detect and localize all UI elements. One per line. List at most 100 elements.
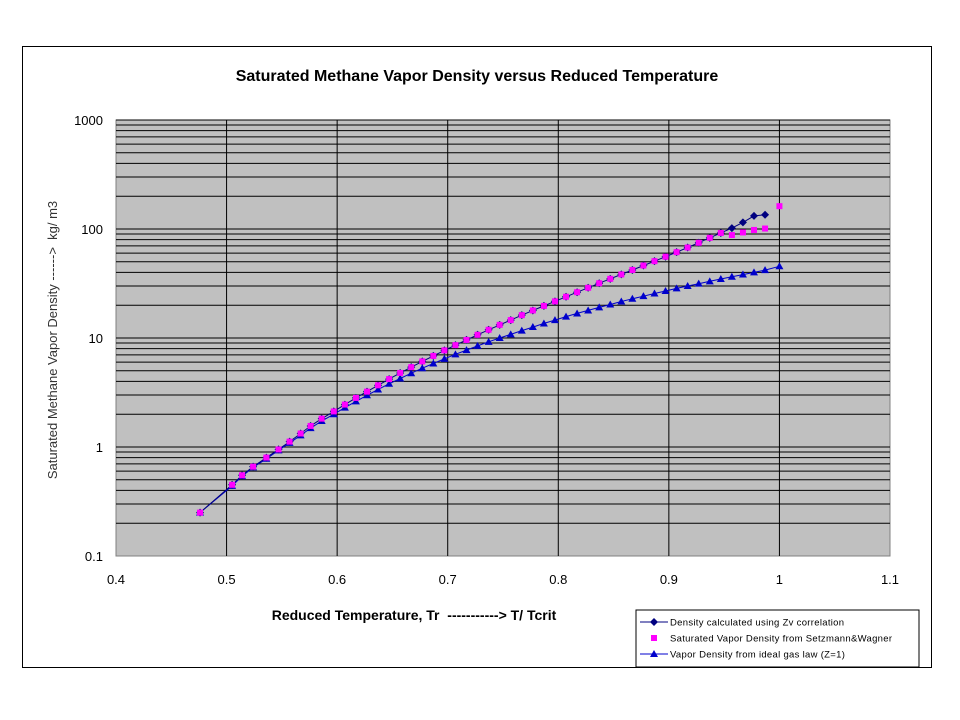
data-point [441, 347, 448, 354]
tick-labels: 0.4 0.5 0.6 0.7 0.8 0.9 1 1.1 0.1 1 10 100 1000 [74, 113, 899, 587]
data-point [650, 618, 658, 626]
data-point [517, 326, 526, 334]
data-point [286, 438, 293, 445]
data-point [528, 323, 537, 331]
data-point [573, 309, 582, 317]
data-point [496, 321, 503, 328]
data-point [749, 268, 758, 276]
data-point [596, 280, 603, 287]
y-tick-label: 0.1 [85, 549, 103, 564]
data-point [495, 334, 504, 341]
data-point [650, 650, 658, 657]
data-point [385, 379, 394, 387]
legend-label: Vapor Density from ideal gas law (Z=1) [670, 650, 845, 661]
data-point [250, 463, 257, 470]
data-point [408, 364, 415, 371]
data-point [749, 211, 758, 220]
data-point [738, 270, 747, 278]
x-tick-label: 1 [776, 572, 783, 587]
x-tick-label: 0.5 [218, 572, 236, 587]
data-point [727, 224, 736, 233]
data-point [607, 275, 614, 282]
data-point [728, 232, 735, 239]
data-point [485, 326, 492, 333]
data-point [673, 249, 680, 256]
data-point [727, 272, 736, 280]
data-point [775, 262, 784, 270]
grid-lines [116, 119, 890, 556]
data-point [263, 454, 270, 461]
data-point [761, 266, 770, 274]
data-point [463, 336, 470, 343]
data-point [618, 271, 625, 278]
y-tick-label: 1000 [74, 113, 103, 128]
data-point [661, 286, 670, 294]
data-point [462, 346, 471, 354]
data-point [639, 292, 648, 300]
y-tick-label: 10 [89, 331, 103, 346]
legend-label: Density calculated using Zv correlation [670, 618, 844, 629]
x-axis-title: Reduced Temperature, Tr -----------> T/ … [272, 607, 557, 623]
data-point [506, 330, 515, 338]
y-axis-title: Saturated Methane Vapor Density ------> … [45, 201, 60, 479]
data-point [761, 210, 770, 219]
series-1 [197, 203, 783, 516]
data-point [539, 319, 548, 327]
data-point [429, 359, 438, 367]
data-point [683, 281, 692, 289]
data-point [275, 446, 282, 453]
data-point [352, 394, 359, 401]
legend-box [635, 609, 920, 668]
legend-item: Vapor Density from ideal gas law (Z=1) [640, 650, 845, 661]
data-point [717, 229, 724, 236]
data-point [716, 274, 725, 282]
data-point [507, 317, 514, 324]
data-point [574, 289, 581, 296]
data-point [606, 300, 615, 308]
data-point [430, 352, 437, 359]
data-point [640, 262, 647, 269]
data-point [672, 284, 681, 292]
legend-label: Saturated Vapor Density from Setzmann&Wa… [670, 634, 892, 645]
x-tick-label: 0.8 [549, 572, 567, 587]
data-point [318, 415, 325, 422]
y-tick-label: 100 [81, 222, 103, 237]
data-point [330, 408, 337, 415]
data-point [739, 229, 746, 236]
data-point [628, 294, 637, 302]
legend-item: Saturated Vapor Density from Setzmann&Wa… [651, 634, 892, 645]
data-point [375, 382, 382, 389]
data-point [419, 358, 426, 365]
legend-items: Density calculated using Zv correlation S… [640, 618, 892, 661]
data-point [617, 297, 626, 305]
data-point [540, 302, 547, 309]
data-point [239, 472, 246, 479]
data-point [551, 298, 558, 305]
data-point [474, 331, 481, 338]
data-point [563, 293, 570, 300]
data-point [386, 376, 393, 383]
chart-title: Saturated Methane Vapor Density versus R… [236, 68, 719, 85]
data-point [363, 388, 370, 395]
data-point [650, 289, 659, 297]
data-point [651, 258, 658, 265]
data-point [529, 307, 536, 314]
data-point [595, 303, 604, 311]
data-point [776, 203, 783, 210]
data-point [705, 277, 714, 285]
data-point [451, 350, 460, 358]
data-point [684, 244, 691, 251]
legend-item: Density calculated using Zv correlation [640, 618, 844, 629]
data-point [297, 430, 304, 437]
x-tick-label: 1.1 [881, 572, 899, 587]
data-point [762, 225, 769, 232]
data-point [706, 234, 713, 241]
data-point [694, 279, 703, 287]
data-point [396, 374, 405, 382]
data-point [307, 422, 314, 429]
x-tick-label: 0.7 [439, 572, 457, 587]
data-point [585, 284, 592, 291]
data-point [651, 635, 657, 641]
data-point [550, 316, 559, 324]
